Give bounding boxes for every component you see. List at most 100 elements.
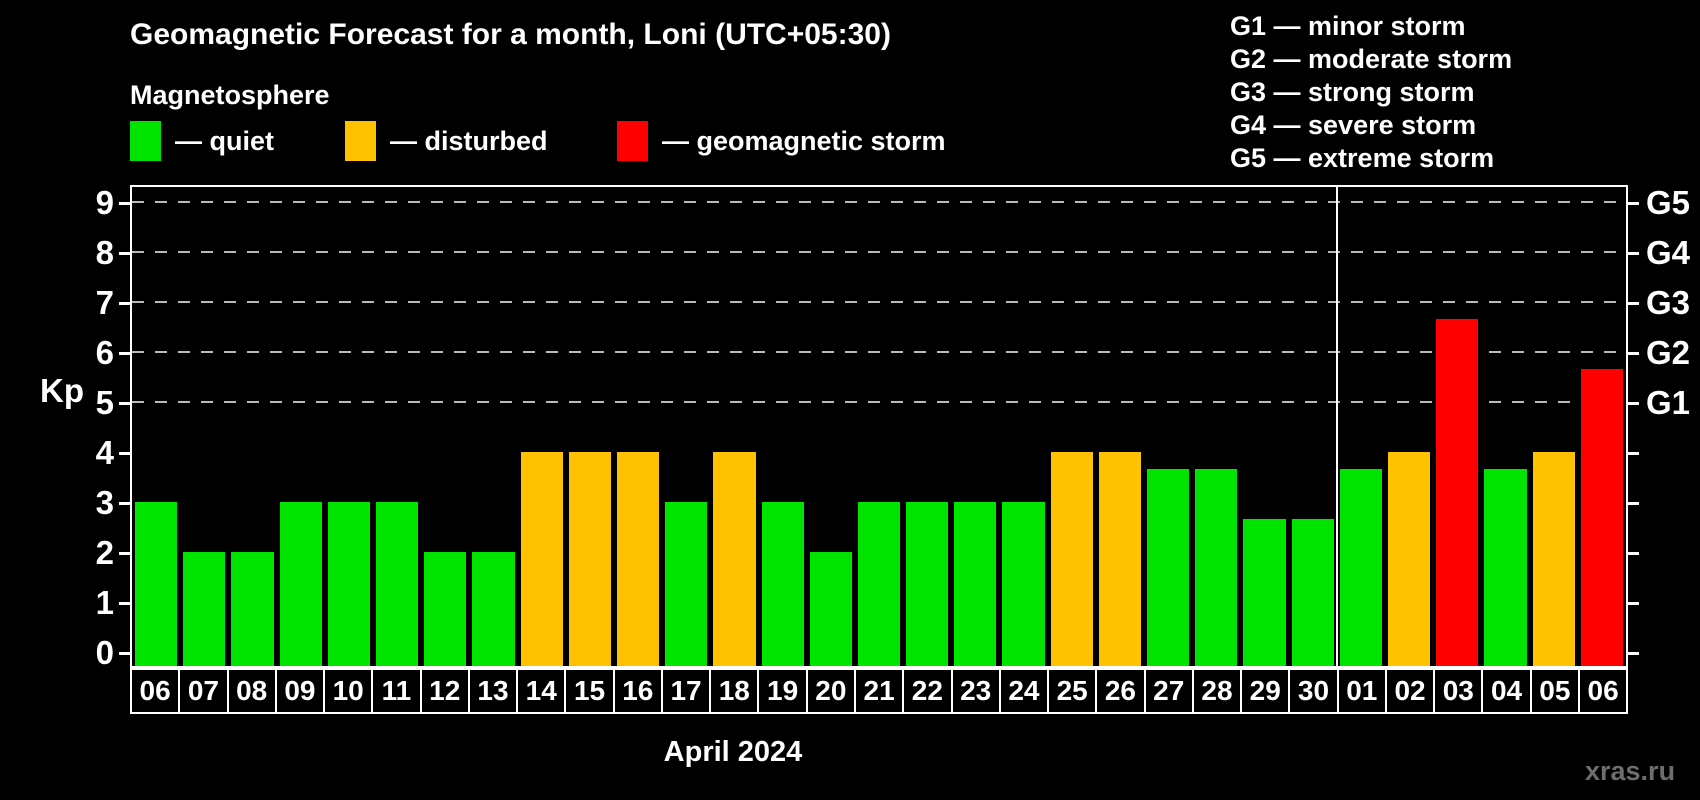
x-axis-title: April 2024 <box>663 736 803 768</box>
legend-label-storm: — geomagnetic storm <box>662 125 946 156</box>
y-tick-left-6 <box>119 352 130 355</box>
legend-label-disturbed: — disturbed <box>390 125 548 156</box>
date-cell-26: 26 <box>1095 668 1146 714</box>
y-tick-right-9 <box>1628 202 1639 205</box>
gridline-kp8 <box>132 251 1626 253</box>
y-tick-left-4 <box>119 452 130 455</box>
legend-item-quiet: — quiet <box>130 120 274 162</box>
y-tick-right-8 <box>1628 252 1639 255</box>
g-scale-label-g1: G1 <box>1646 384 1691 421</box>
date-cell-17: 17 <box>660 668 712 714</box>
bar-18-disturbed <box>713 452 756 666</box>
bar-21-quiet <box>857 502 901 666</box>
bar-14-disturbed <box>520 452 563 666</box>
y-tick-left-9 <box>119 202 130 205</box>
g-legend-line-g5: G5 — extreme storm <box>1230 143 1495 173</box>
date-cell-18: 18 <box>709 668 760 714</box>
date-cell-13: 13 <box>467 668 519 714</box>
bar-27-quiet <box>1147 468 1190 666</box>
bar-06-quiet <box>135 502 178 666</box>
date-cell-09: 09 <box>274 668 326 714</box>
date-cell-16: 16 <box>612 668 663 714</box>
date-cell-25: 25 <box>1047 668 1098 714</box>
y-tick-label-7: 7 <box>95 284 114 321</box>
g-scale-label-g2: G2 <box>1646 334 1691 371</box>
bar-10-quiet <box>327 502 370 666</box>
plot-area <box>130 185 1628 668</box>
bar-25-disturbed <box>1050 452 1093 666</box>
date-cell-28: 28 <box>1191 668 1243 714</box>
date-cell-12: 12 <box>419 668 470 714</box>
date-cell-29: 29 <box>1240 668 1291 714</box>
y-tick-left-2 <box>119 552 130 555</box>
bar-07-quiet <box>183 552 226 666</box>
g-scale-legend: G1 — minor storm G2 — moderate storm G3 … <box>1230 10 1512 175</box>
y-tick-left-1 <box>119 602 130 605</box>
gridline-kp5 <box>132 401 1626 403</box>
y-tick-left-0 <box>119 652 130 655</box>
bar-04-quiet <box>1484 468 1527 666</box>
date-cell-08: 08 <box>226 668 277 714</box>
y-tick-right-4 <box>1628 452 1639 455</box>
bar-16-disturbed <box>616 452 660 666</box>
bar-09-quiet <box>279 502 322 666</box>
y-tick-label-1: 1 <box>95 584 114 621</box>
quiet-color-swatch <box>130 121 161 161</box>
gridline-kp6 <box>132 351 1626 353</box>
bar-01-quiet <box>1339 468 1383 666</box>
date-cell-15: 15 <box>564 668 615 714</box>
legend-item-disturbed: — disturbed <box>345 120 548 162</box>
y-tick-label-3: 3 <box>95 484 114 521</box>
date-cell-11: 11 <box>371 668 422 714</box>
y-tick-label-4: 4 <box>95 434 114 471</box>
g-scale-label-g5: G5 <box>1646 184 1691 221</box>
bar-15-disturbed <box>568 452 611 666</box>
g-legend-line-g1: G1 — minor storm <box>1230 11 1466 41</box>
bar-03-storm <box>1436 318 1479 666</box>
bar-30-quiet <box>1291 518 1334 666</box>
bar-05-disturbed <box>1532 452 1575 666</box>
bar-22-quiet <box>906 502 949 666</box>
watermark: xras.ru <box>1585 756 1676 786</box>
y-tick-right-0 <box>1628 652 1639 655</box>
y-tick-label-5: 5 <box>95 384 114 421</box>
g-legend-line-g3: G3 — strong storm <box>1230 77 1475 107</box>
y-tick-label-8: 8 <box>95 234 114 271</box>
date-cell-14: 14 <box>516 668 567 714</box>
page-title: Geomagnetic Forecast for a month, Loni (… <box>130 18 891 51</box>
y-tick-left-8 <box>119 252 130 255</box>
g-scale-label-g3: G3 <box>1646 284 1691 321</box>
bar-28-quiet <box>1195 468 1238 666</box>
date-cell-27: 27 <box>1143 668 1194 714</box>
date-cell-10: 10 <box>323 668 374 714</box>
gridline-kp7 <box>132 301 1626 303</box>
bar-11-quiet <box>375 502 419 666</box>
bar-24-quiet <box>1002 502 1045 666</box>
date-axis: 06 07 08 09 10 11 12 13 14 15 16 17 18 19 20 21 22 23 24 25… <box>130 668 1629 714</box>
bar-19-quiet <box>761 502 804 666</box>
y-tick-label-9: 9 <box>95 184 114 221</box>
y-tick-right-3 <box>1628 502 1639 505</box>
date-cell-02: 02 <box>1384 668 1436 714</box>
date-cell-05: 05 <box>1529 668 1580 714</box>
y-tick-label-0: 0 <box>95 634 114 671</box>
storm-color-swatch <box>617 121 648 161</box>
y-tick-label-2: 2 <box>95 534 114 571</box>
bar-06-storm <box>1580 368 1623 666</box>
disturbed-color-swatch <box>345 121 376 161</box>
legend-label-quiet: — quiet <box>175 125 274 156</box>
y-tick-left-5 <box>119 402 130 405</box>
date-cell-19: 19 <box>757 668 808 714</box>
bar-13-quiet <box>472 552 515 666</box>
date-cell-06: 06 <box>1577 668 1629 714</box>
date-cell-30: 30 <box>1288 668 1339 714</box>
date-cell-07: 07 <box>178 668 229 714</box>
date-cell-04: 04 <box>1481 668 1532 714</box>
y-tick-right-5 <box>1628 402 1639 405</box>
date-cell-06: 06 <box>130 668 181 714</box>
bar-08-quiet <box>231 552 274 666</box>
date-cell-03: 03 <box>1433 668 1484 714</box>
y-tick-right-7 <box>1628 302 1639 305</box>
bar-29-quiet <box>1243 518 1286 666</box>
